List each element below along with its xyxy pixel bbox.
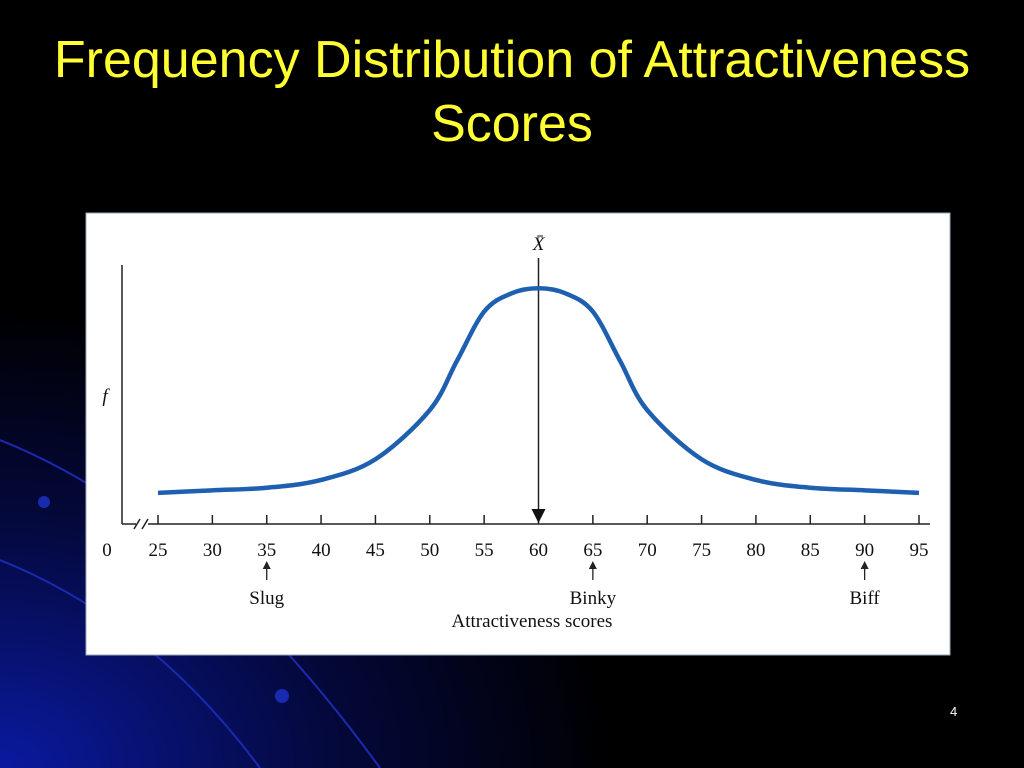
x-tick-label: 50 bbox=[420, 540, 439, 561]
annotation-label: Slug bbox=[249, 588, 284, 609]
curve bbox=[157, 286, 920, 496]
x-tick-label: 60 bbox=[529, 540, 548, 561]
x-tick-label: 30 bbox=[203, 540, 222, 561]
annotation-arrowhead bbox=[860, 561, 869, 569]
mean-arrow bbox=[531, 509, 546, 523]
x-tick-label: 75 bbox=[692, 540, 711, 561]
annotation-arrowhead bbox=[588, 561, 597, 569]
y-axis-label: f bbox=[102, 386, 110, 407]
x-tick-label: 40 bbox=[312, 540, 331, 561]
annotation-label: Biff bbox=[850, 588, 881, 609]
x-axis-label: Attractiveness scores bbox=[452, 611, 613, 632]
x-tick-label: 25 bbox=[149, 540, 168, 561]
chart-panel bbox=[85, 212, 951, 656]
x-tick-label: 35 bbox=[257, 540, 276, 561]
axis-break bbox=[133, 518, 141, 530]
page-number: 4 bbox=[950, 704, 958, 719]
x-tick-label: 55 bbox=[475, 540, 494, 561]
slide-title: Frequency Distribution of Attractiveness… bbox=[53, 31, 971, 153]
x-tick-label: 0 bbox=[102, 540, 112, 561]
axis-break bbox=[141, 518, 149, 530]
x-tick-label: 70 bbox=[638, 540, 657, 561]
annotation-label: Binky bbox=[570, 588, 617, 609]
x-tick-label: 95 bbox=[910, 540, 929, 561]
x-tick-label: 80 bbox=[746, 540, 765, 561]
x-tick-label: 45 bbox=[366, 540, 385, 561]
x-tick-label: 85 bbox=[801, 540, 820, 561]
x-tick-label: 65 bbox=[583, 540, 602, 561]
x-tick-label: 90 bbox=[855, 540, 874, 561]
mean-label: X̄ bbox=[532, 234, 546, 255]
annotation-arrowhead bbox=[262, 561, 271, 569]
